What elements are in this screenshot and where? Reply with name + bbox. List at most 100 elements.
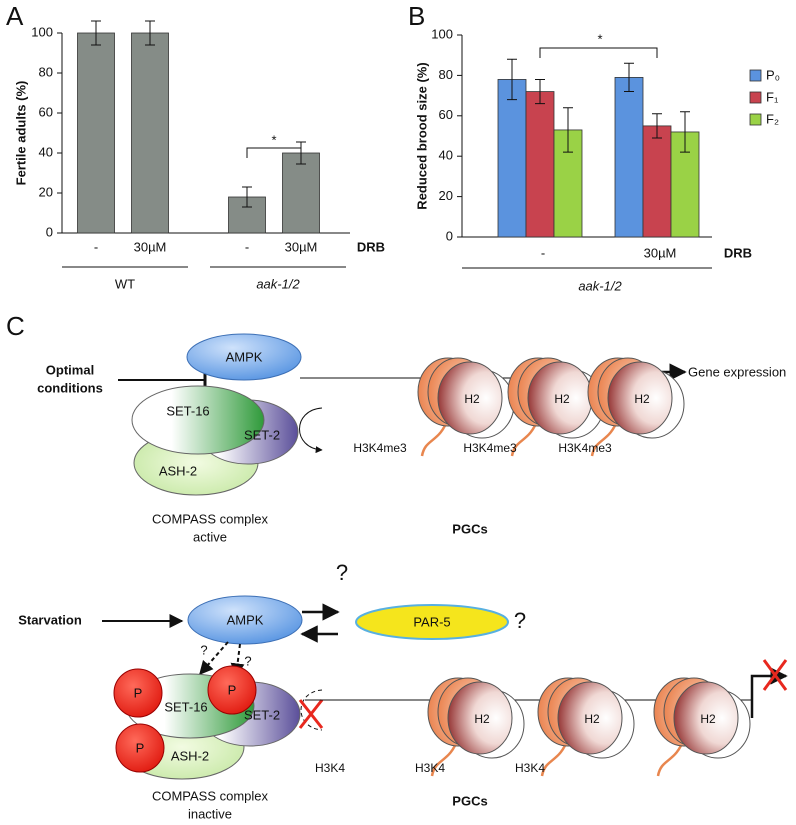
error-bar xyxy=(145,20,155,46)
set16 xyxy=(131,385,265,455)
significance xyxy=(246,147,302,158)
bar xyxy=(131,32,169,234)
x-label: DRB xyxy=(724,245,752,260)
p-label: P xyxy=(136,740,145,755)
histone-core xyxy=(557,681,623,755)
condition: Starvation xyxy=(18,612,82,627)
mark-label: H3K4me3 xyxy=(353,441,407,455)
ampk xyxy=(186,333,302,381)
y-axis-label: Reduced brood size (%) xyxy=(414,62,429,209)
histone-core xyxy=(607,361,673,435)
question: ? xyxy=(336,560,348,585)
legend-swatch xyxy=(749,69,762,82)
y-tick-label: 60 xyxy=(39,104,53,119)
output: Gene expression xyxy=(688,364,786,379)
legend-label: F₂ xyxy=(766,111,779,126)
phospho xyxy=(113,668,163,718)
annotation: * xyxy=(271,132,276,147)
histone-core xyxy=(437,361,503,435)
error-bar xyxy=(507,58,517,101)
question: ? xyxy=(200,642,207,657)
cells: PGCs xyxy=(452,521,487,536)
complex-label: COMPASS complex xyxy=(152,788,269,803)
y-tick-label: 100 xyxy=(431,26,453,41)
mark-label: H3K4 xyxy=(515,761,545,775)
y-tick-label: 0 xyxy=(446,228,453,243)
legend-label: F₁ xyxy=(766,89,779,104)
x-tick-label: 30µM xyxy=(644,245,677,260)
set2-label: SET-2 xyxy=(244,707,280,722)
error-bar xyxy=(652,113,662,139)
significance xyxy=(539,47,658,58)
complex-label: COMPASS complex xyxy=(152,511,269,526)
error-bar xyxy=(91,20,101,46)
ampk xyxy=(187,595,303,645)
set16-label: SET-16 xyxy=(164,699,207,714)
condition: conditions xyxy=(37,380,103,395)
x-label: DRB xyxy=(357,239,385,254)
y-tick-label: 80 xyxy=(39,64,53,79)
h2-label: H2 xyxy=(584,712,600,726)
error-bar xyxy=(242,186,252,208)
h2-label: H2 xyxy=(474,712,490,726)
broken-arrow xyxy=(300,689,323,731)
h2-label: H2 xyxy=(634,392,650,406)
panel-label: B xyxy=(408,1,425,31)
set2-label: SET-2 xyxy=(244,427,280,442)
p-label: P xyxy=(228,682,237,697)
h2-label: H2 xyxy=(554,392,570,406)
mark-label: H3K4 xyxy=(315,761,345,775)
panel-label: C xyxy=(6,311,25,341)
group-label: aak-1/2 xyxy=(578,278,622,293)
cells: PGCs xyxy=(452,793,487,808)
y-tick-label: 20 xyxy=(39,184,53,199)
mark-label: H3K4 xyxy=(415,761,445,775)
legend-swatch xyxy=(749,113,762,126)
y-tick-label: 40 xyxy=(439,148,453,163)
bar xyxy=(282,152,320,234)
y-tick-label: 40 xyxy=(39,144,53,159)
x-tick-label: - xyxy=(245,239,249,254)
h2-label: H2 xyxy=(464,392,480,406)
complex-label: inactive xyxy=(188,806,232,821)
y-tick-label: 60 xyxy=(439,107,453,122)
histone-core xyxy=(447,681,513,755)
group-label: WT xyxy=(115,276,135,291)
y-tick-label: 80 xyxy=(439,67,453,82)
curved-arrow xyxy=(299,407,323,454)
group-label: aak-1/2 xyxy=(256,276,300,291)
y-tick-label: 0 xyxy=(46,224,53,239)
ash2-label: ASH-2 xyxy=(159,463,197,478)
error-bar xyxy=(624,62,634,93)
bar xyxy=(642,125,672,238)
bar xyxy=(77,32,115,234)
complex-label: active xyxy=(193,529,227,544)
red-x xyxy=(298,699,324,729)
annotation: * xyxy=(597,31,602,46)
y-tick-label: 100 xyxy=(31,24,53,39)
y-tick-label: 20 xyxy=(439,188,453,203)
x-tick-label: 30µM xyxy=(285,239,318,254)
legend-label: P₀ xyxy=(766,67,780,82)
ampk-label: AMPK xyxy=(227,612,264,627)
phospho xyxy=(115,723,165,773)
error-bar xyxy=(535,78,545,105)
error-bar xyxy=(563,107,573,153)
mark-label: H3K4me3 xyxy=(463,441,517,455)
x-tick-label: 30µM xyxy=(134,239,167,254)
diagram: C Optimal conditions AMPK SET-16 SET-2 A… xyxy=(6,311,788,821)
bar xyxy=(525,91,555,238)
bar xyxy=(614,77,644,238)
ampk-label: AMPK xyxy=(226,349,263,364)
phospho xyxy=(207,665,257,715)
histone-core xyxy=(673,681,739,755)
question: ? xyxy=(514,608,526,633)
par5 xyxy=(355,604,509,640)
panel-label: A xyxy=(6,1,24,31)
red-x xyxy=(762,659,788,691)
p-label: P xyxy=(134,685,143,700)
condition: Optimal xyxy=(46,362,94,377)
bar xyxy=(497,79,527,238)
error-bar xyxy=(680,111,690,153)
x-tick-label: - xyxy=(94,239,98,254)
